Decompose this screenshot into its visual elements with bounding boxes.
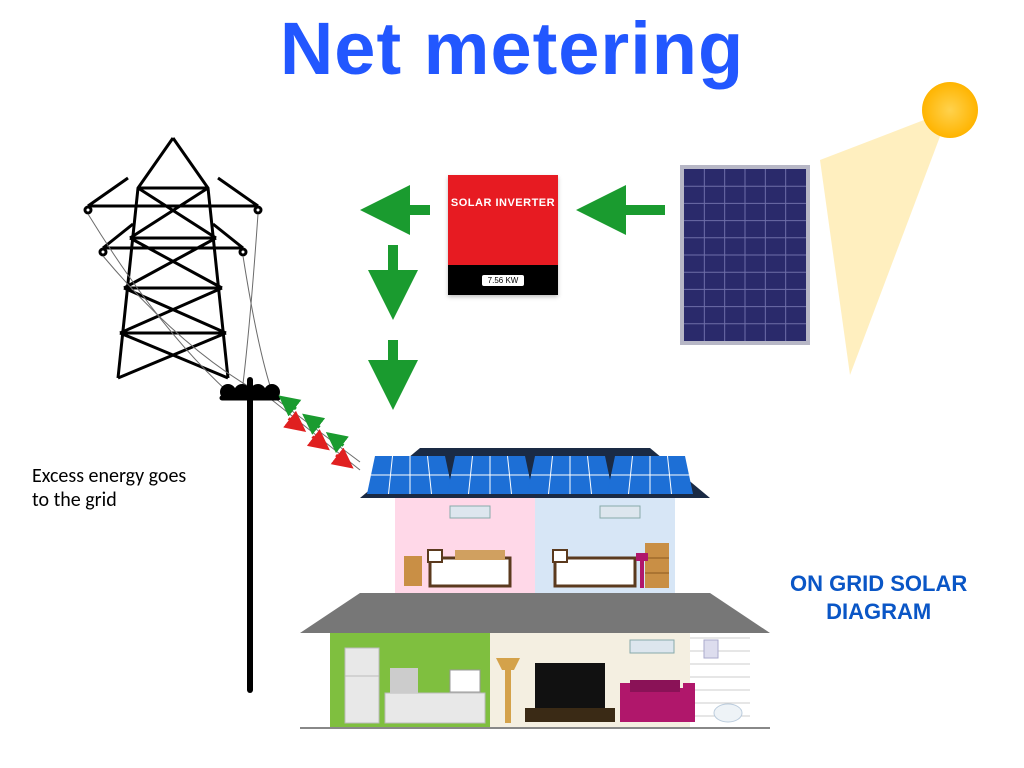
house-icon (300, 408, 770, 738)
